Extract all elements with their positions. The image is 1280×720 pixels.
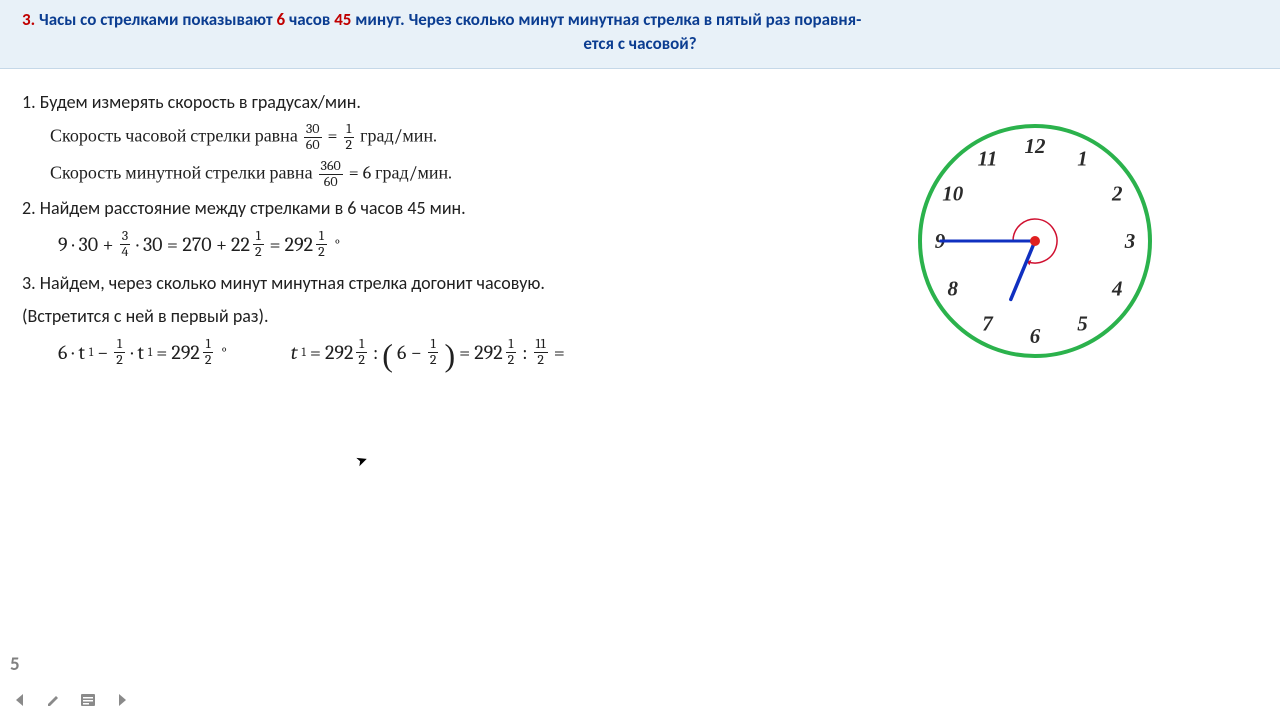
svg-text:2: 2	[1111, 182, 1123, 206]
menu-button[interactable]	[76, 688, 100, 712]
clock-svg: 121234567891011	[910, 116, 1160, 366]
eq2-p2: −	[97, 341, 108, 364]
eq2b-pf: 12	[428, 337, 439, 367]
question-header: 3. Часы со стрелками показывают 6 часов …	[0, 0, 1280, 69]
svg-text:1: 1	[1077, 147, 1088, 171]
eq2-p1: 6 · t	[58, 341, 85, 364]
eq2b-m1: 29212	[325, 337, 369, 367]
s1a-eq: =	[324, 126, 342, 147]
s1a-pre: Скорость часовой стрелки равна	[50, 126, 302, 147]
q-minutes: 45	[334, 9, 351, 30]
prev-button[interactable]	[8, 688, 32, 712]
eq2b-p5: :	[522, 341, 527, 364]
s1b-eq: = 6 град/мин.	[345, 162, 452, 183]
q-text-1: Часы со стрелками показывают	[39, 9, 277, 30]
svg-text:11: 11	[978, 147, 998, 171]
eq1-p1: 9 · 30 +	[58, 233, 114, 256]
eq1-p3: =	[270, 233, 281, 256]
eq2b-p2: =	[310, 341, 321, 364]
eq2b-p1: t	[291, 341, 298, 364]
toolbar	[8, 688, 134, 712]
eq2b-sub: 1	[302, 345, 306, 359]
s1a-frac1: 3060	[304, 122, 322, 152]
eq2b-f3: 112	[534, 337, 548, 367]
svg-text:6: 6	[1030, 324, 1041, 348]
svg-text:3: 3	[1124, 229, 1136, 253]
clock-diagram: 121234567891011	[910, 116, 1160, 371]
eq2b-p3: :	[373, 341, 378, 364]
svg-text:7: 7	[982, 311, 994, 335]
next-button[interactable]	[110, 688, 134, 712]
question-line2: ется с часовой?	[22, 32, 1258, 56]
equation-2b: t1 = 29212 : ( 6 − 12 ) = 29212 : 112 =	[291, 337, 565, 367]
eq2-deg: °	[221, 344, 226, 361]
eq1-m2: 29212	[285, 229, 329, 259]
eq2b-p4: =	[459, 341, 470, 364]
question-number: 3.	[22, 9, 35, 30]
eq2b-p6: =	[554, 341, 565, 364]
s1a-post: град/мин.	[356, 126, 437, 147]
eq1-f1: 34	[120, 229, 131, 259]
svg-text:12: 12	[1025, 134, 1047, 158]
svg-text:5: 5	[1077, 311, 1088, 335]
svg-text:10: 10	[942, 182, 964, 206]
svg-text:8: 8	[947, 277, 958, 301]
q-text-2: часов	[285, 9, 334, 30]
s1a-frac2: 12	[344, 122, 355, 152]
eq1-p2: · 30 = 270 +	[136, 233, 227, 256]
page-number: 5	[10, 653, 20, 676]
eq2-f1: 12	[114, 337, 125, 367]
eq2-m1: 29212	[171, 337, 215, 367]
eq2-p3: · t	[131, 341, 144, 364]
eq2b-m2: 29212	[474, 337, 518, 367]
cursor-icon: ➤	[353, 451, 370, 471]
eq2-sub1: 1	[89, 345, 93, 359]
q-text-3: минут. Через сколько минут минутная стре…	[351, 9, 861, 30]
eq2-sub2: 1	[148, 345, 152, 359]
q-hours: 6	[277, 9, 286, 30]
eq2-p4: =	[156, 341, 167, 364]
s1b-frac: 36060	[319, 159, 343, 189]
eq1-deg: °	[335, 236, 340, 253]
question-line1: 3. Часы со стрелками показывают 6 часов …	[22, 8, 1258, 32]
svg-text:4: 4	[1111, 277, 1123, 301]
s1b-pre: Скорость минутной стрелки равна	[50, 162, 317, 183]
step-1: 1. Будем измерять скорость в градусах/ми…	[22, 89, 1258, 117]
eq1-m1: 2212	[231, 229, 266, 259]
edit-button[interactable]	[42, 688, 66, 712]
eq2b-pinner: 6 −	[397, 341, 422, 364]
